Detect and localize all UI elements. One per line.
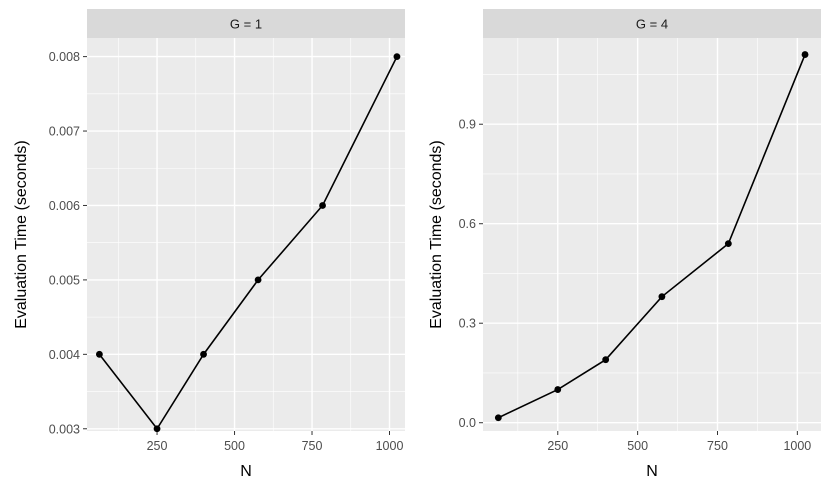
data-point [200, 350, 207, 358]
data-point [602, 356, 610, 364]
data-point [494, 414, 502, 422]
data-point [153, 425, 161, 433]
x-tick-label: 750 [302, 439, 323, 453]
data-point [658, 293, 666, 301]
y-tick-label: 0.005 [49, 273, 80, 287]
facet-strip [87, 9, 405, 38]
y-tick-label: 0.008 [49, 50, 80, 64]
data-point [554, 386, 562, 393]
x-axis-title: N [646, 463, 658, 480]
data-point [319, 202, 326, 209]
data-point [724, 240, 732, 248]
x-tick-label: 500 [627, 439, 648, 453]
panel-2: G = 4 250 500 750 1000 0.0 0.3 0.6 0.9 N Evaluatio… [428, 9, 821, 480]
x-tick-label: 750 [707, 439, 728, 453]
y-axis-title: Evaluation Time (seconds) [428, 140, 445, 329]
x-tick-label: 250 [547, 439, 568, 453]
data-point [95, 350, 103, 358]
data-point [801, 51, 809, 58]
series-line [497, 54, 806, 419]
y-tick-label: 0.004 [49, 348, 80, 362]
x-axis-title: N [240, 463, 252, 480]
data-point [393, 53, 401, 61]
x-tick-label: 500 [224, 439, 245, 453]
x-tick-label: 250 [147, 439, 168, 453]
y-tick-label: 0.003 [49, 422, 80, 436]
y-tick-label: 0.007 [49, 125, 80, 139]
panel-background [483, 38, 821, 431]
y-tick-label: 0.3 [459, 317, 476, 331]
y-axis-title: Evaluation Time (seconds) [13, 140, 30, 329]
facet-label: G = 4 [636, 17, 668, 32]
y-tick-label: 0.006 [49, 199, 80, 213]
facet-strip [483, 9, 821, 38]
x-tick-label: 1000 [376, 439, 404, 453]
y-tick-label: 0.6 [459, 217, 476, 231]
data-point [254, 276, 262, 284]
y-tick-label: 0.9 [459, 118, 476, 132]
series-line [98, 56, 398, 431]
y-tick-label: 0.0 [459, 416, 476, 430]
panel-background [87, 38, 405, 431]
panel-1: G = 1 250 500 750 1000 0.003 0.004 0.005 0.006 0.… [13, 9, 405, 480]
facet-label: G = 1 [230, 17, 262, 32]
x-tick-label: 1000 [783, 439, 811, 453]
